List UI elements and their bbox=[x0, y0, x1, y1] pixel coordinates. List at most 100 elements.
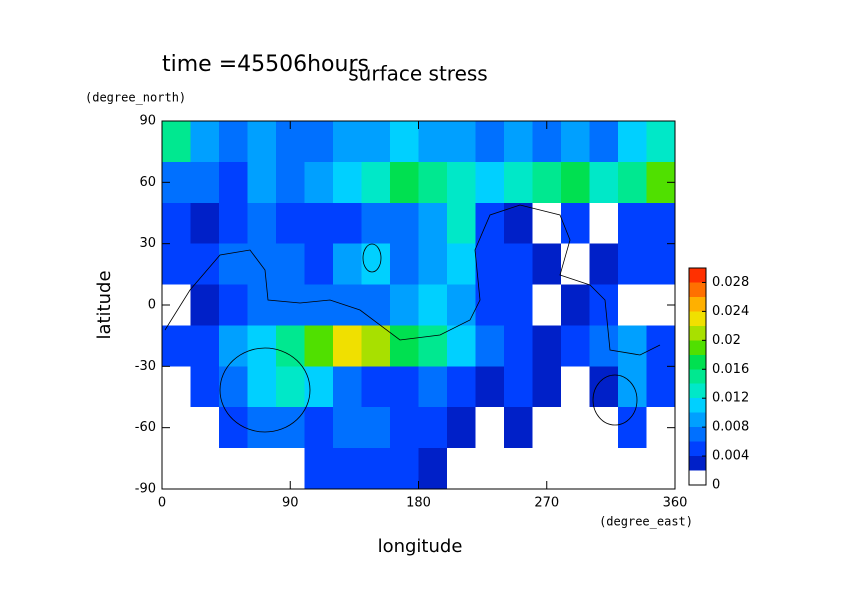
field-cell bbox=[532, 366, 561, 408]
y-tick-label: -60 bbox=[135, 420, 156, 435]
field-cell bbox=[219, 284, 248, 326]
field-cell bbox=[532, 325, 561, 367]
field-cell bbox=[646, 366, 675, 408]
field-cell bbox=[304, 325, 333, 367]
field-cell bbox=[390, 121, 419, 162]
field-cell bbox=[447, 407, 476, 449]
field-cell bbox=[333, 202, 362, 244]
field-cell bbox=[504, 161, 533, 203]
field-cell bbox=[589, 366, 618, 408]
colorbar-tick-label: 0.02 bbox=[712, 333, 741, 348]
field-cell bbox=[390, 202, 419, 244]
field-cell bbox=[418, 366, 447, 408]
field bbox=[162, 121, 675, 489]
field-cell bbox=[504, 448, 533, 489]
field-cell bbox=[618, 243, 647, 285]
field-cell bbox=[618, 284, 647, 326]
field-cell bbox=[162, 448, 191, 489]
field-cell bbox=[247, 121, 276, 162]
field-cell bbox=[390, 366, 419, 408]
x-tick-label: 0 bbox=[158, 496, 166, 511]
field-cell bbox=[618, 161, 647, 203]
colorbar-swatch bbox=[689, 369, 706, 384]
field-cell bbox=[304, 407, 333, 449]
field-cell bbox=[418, 407, 447, 449]
field-cell bbox=[190, 284, 219, 326]
field-cell bbox=[447, 366, 476, 408]
colorbar-tick-label: 0.004 bbox=[712, 449, 749, 464]
field-cell bbox=[162, 202, 191, 244]
chart-title: surface stress bbox=[348, 62, 487, 86]
field-cell bbox=[190, 325, 219, 367]
field-cell bbox=[589, 284, 618, 326]
field-cell bbox=[504, 284, 533, 326]
x-axis-label: longitude bbox=[378, 536, 463, 557]
field-cell bbox=[390, 448, 419, 489]
colorbar-swatch bbox=[689, 398, 706, 413]
colorbar-tick-label: 0.016 bbox=[712, 362, 749, 377]
colorbar-swatch bbox=[689, 354, 706, 370]
field-cell bbox=[618, 202, 647, 244]
field-cell bbox=[589, 325, 618, 367]
y-tick-label: -90 bbox=[135, 482, 156, 497]
field-cell bbox=[276, 407, 305, 449]
field-cell bbox=[589, 202, 618, 244]
field-cell bbox=[219, 202, 248, 244]
field-cell bbox=[475, 366, 504, 408]
field-cell bbox=[532, 284, 561, 326]
field-cell bbox=[162, 325, 191, 367]
field-cell bbox=[333, 284, 362, 326]
field-cell bbox=[162, 243, 191, 285]
field-cell bbox=[219, 407, 248, 449]
field-cell bbox=[561, 243, 590, 285]
y-tick-label: 30 bbox=[139, 236, 156, 251]
colorbar-swatch bbox=[689, 412, 706, 428]
field-cell bbox=[190, 448, 219, 489]
field-cell bbox=[219, 161, 248, 203]
field-cell bbox=[276, 243, 305, 285]
field-cell bbox=[504, 366, 533, 408]
field-cell bbox=[190, 121, 219, 162]
field-cell bbox=[361, 407, 390, 449]
field-cell bbox=[333, 448, 362, 489]
field-cell bbox=[276, 202, 305, 244]
field-cell bbox=[247, 202, 276, 244]
field-cell bbox=[447, 284, 476, 326]
colorbar-swatch bbox=[689, 282, 706, 297]
field-cell bbox=[361, 325, 390, 367]
colorbar-tick-label: 0 bbox=[712, 478, 720, 493]
x-tick-label: 180 bbox=[406, 496, 431, 511]
field-cell bbox=[475, 448, 504, 489]
colorbar-frame bbox=[688, 267, 707, 486]
field-cell bbox=[504, 325, 533, 367]
field-cell bbox=[475, 284, 504, 326]
field-cell bbox=[418, 325, 447, 367]
field-cell bbox=[589, 243, 618, 285]
field-cell bbox=[418, 284, 447, 326]
x-tick-label: 90 bbox=[282, 496, 299, 511]
field-cell bbox=[504, 243, 533, 285]
field-cell bbox=[418, 243, 447, 285]
field-cell bbox=[190, 202, 219, 244]
field-cell bbox=[247, 325, 276, 367]
field-cell bbox=[304, 121, 333, 162]
field-cell bbox=[247, 243, 276, 285]
y-tick-label: 0 bbox=[148, 298, 156, 313]
field-cell bbox=[162, 366, 191, 408]
field-cell bbox=[532, 161, 561, 203]
field-cell bbox=[475, 325, 504, 367]
field-cell bbox=[333, 407, 362, 449]
field-cell bbox=[276, 284, 305, 326]
y-tick-label: -30 bbox=[135, 359, 156, 374]
field-cell bbox=[447, 448, 476, 489]
colorbar-swatch bbox=[689, 383, 706, 399]
field-cell bbox=[447, 161, 476, 203]
field-cell bbox=[219, 121, 248, 162]
field-cell bbox=[333, 121, 362, 162]
colorbar-swatch bbox=[689, 340, 706, 355]
field-cell bbox=[646, 448, 675, 489]
coastline bbox=[219, 347, 311, 433]
field-cell bbox=[390, 243, 419, 285]
field-cell bbox=[589, 448, 618, 489]
field-cell bbox=[561, 202, 590, 244]
